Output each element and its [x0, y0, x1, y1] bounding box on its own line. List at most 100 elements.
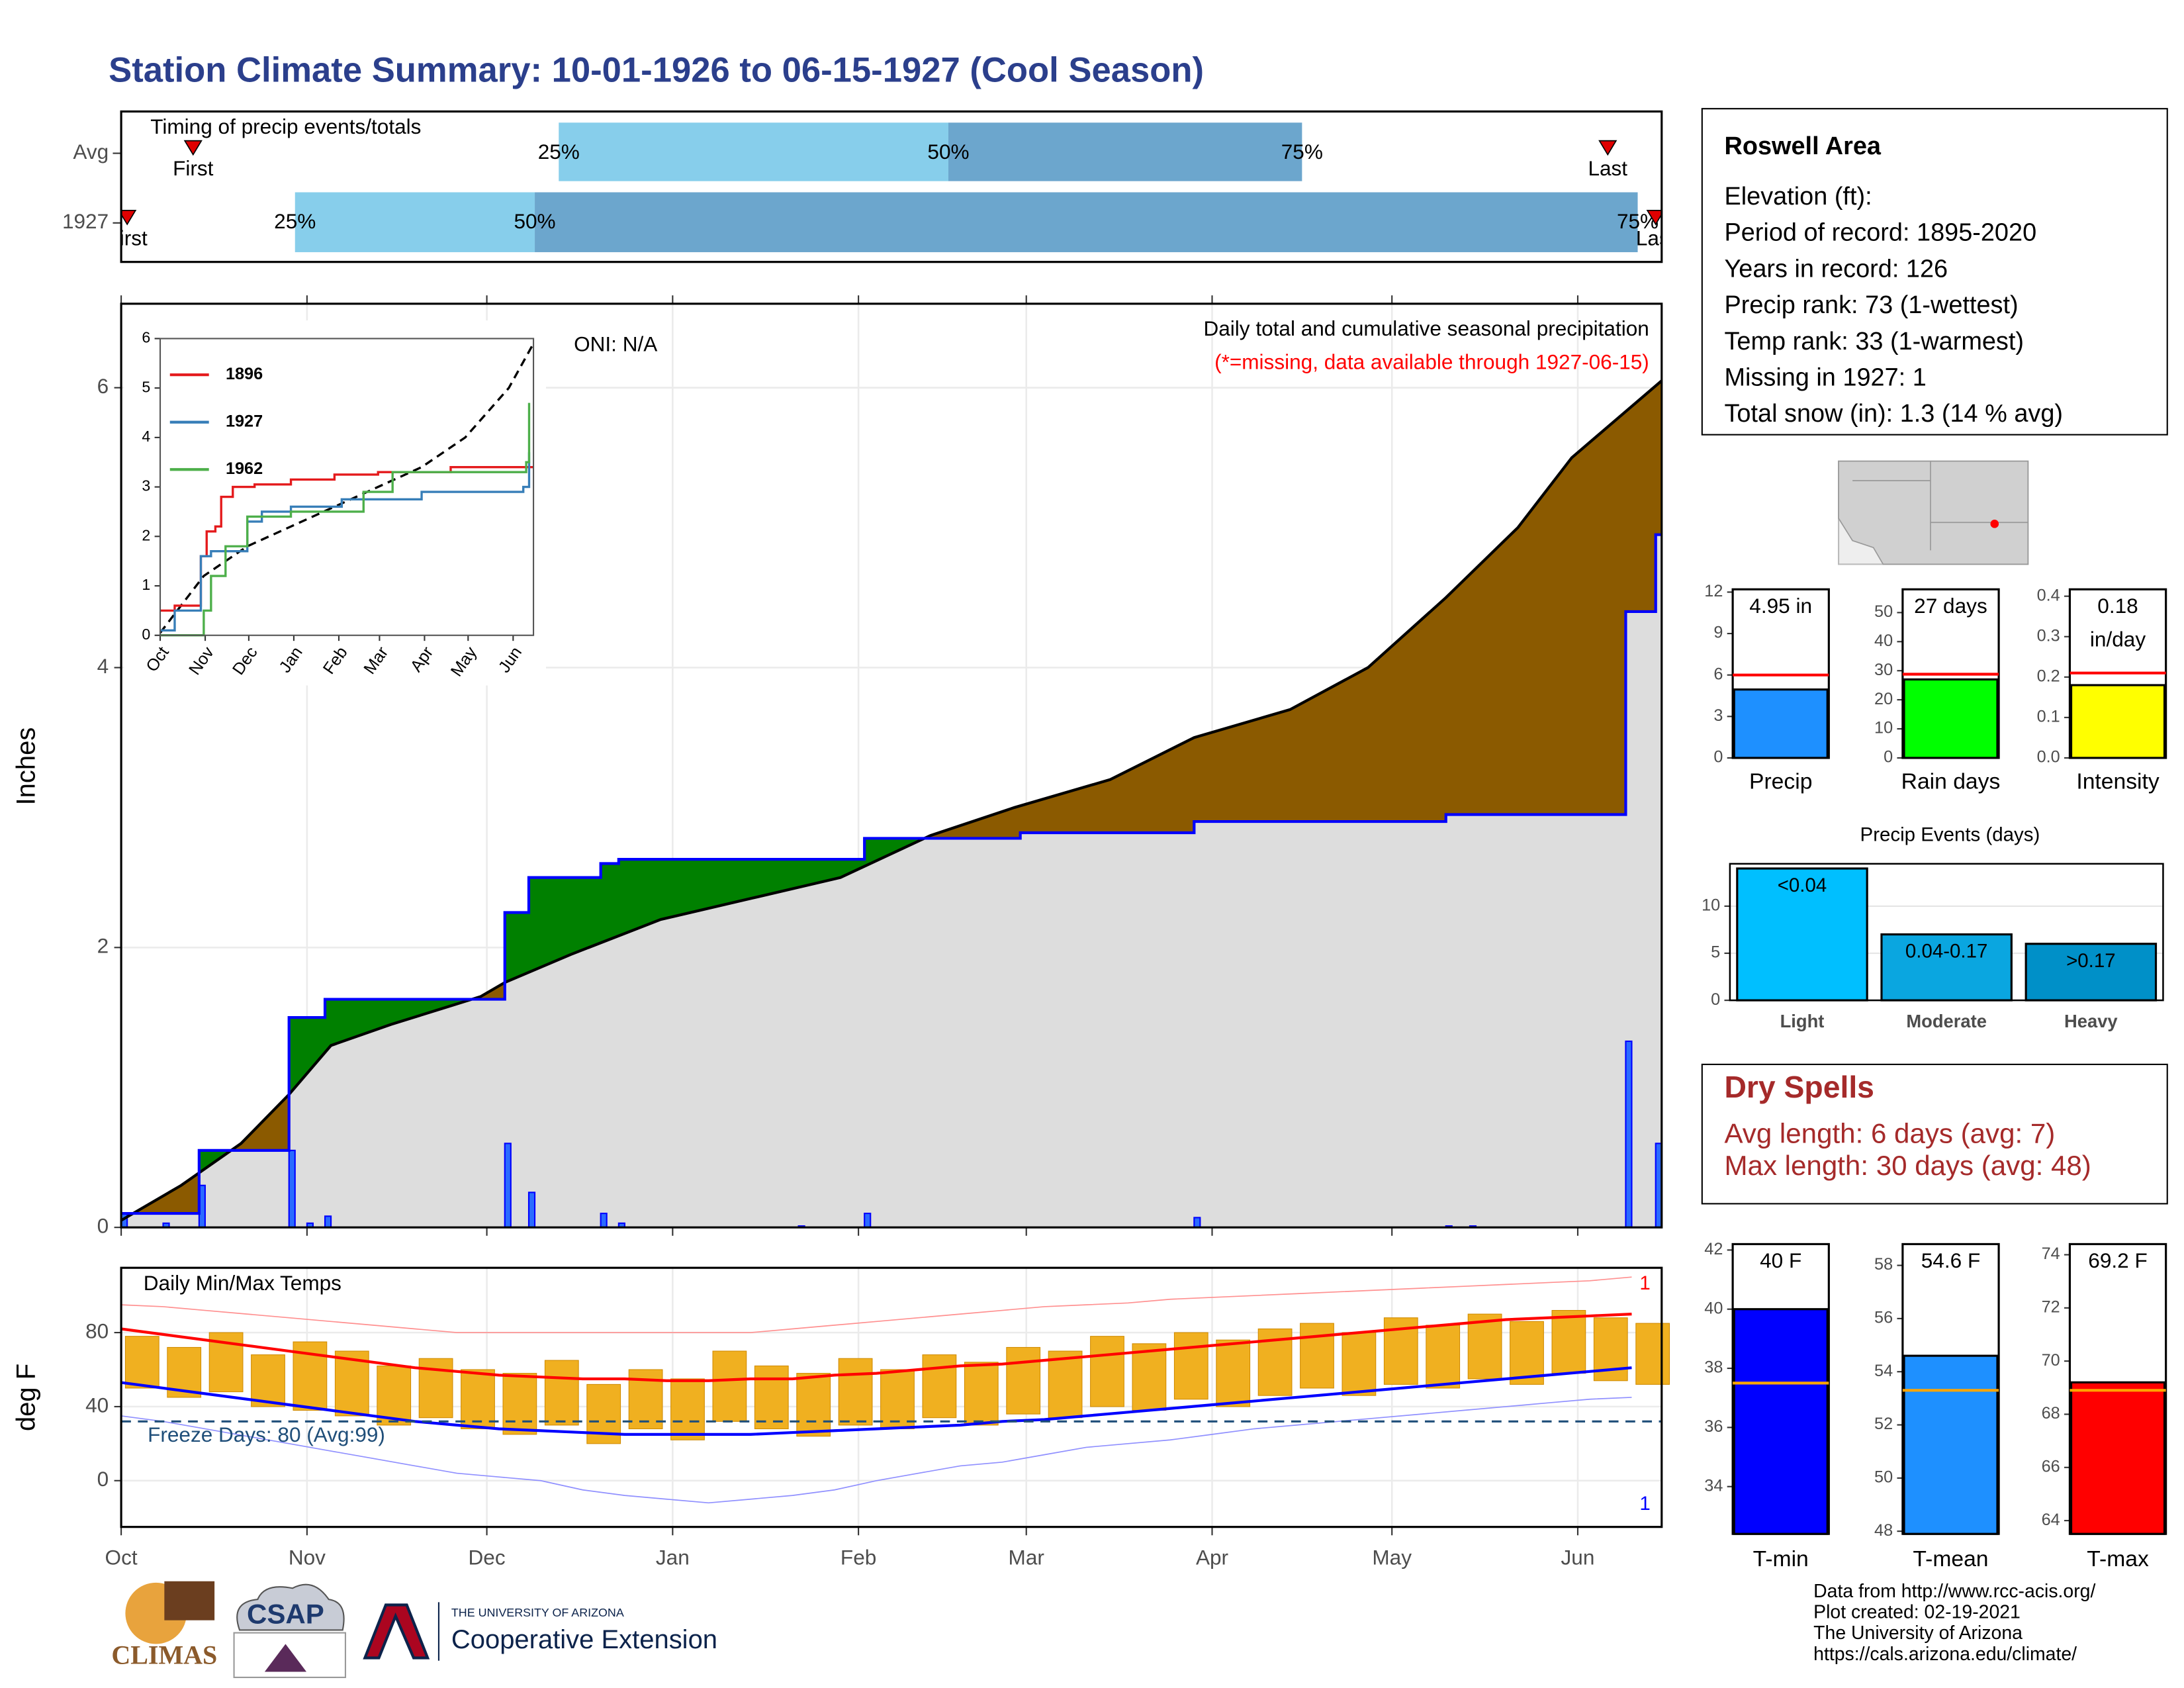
chart-title: Daily Min/Max Temps — [144, 1271, 341, 1295]
marker-label: Last — [1588, 156, 1627, 180]
y-tick-label: 0.0 — [2037, 748, 2060, 767]
info-line: Elevation (ft): — [1724, 183, 1872, 211]
y-tick-label: 3 — [1713, 706, 1723, 725]
timing-bar — [295, 192, 535, 252]
y-tick-label: 4 — [142, 428, 150, 445]
y-tick-label: 48 — [1874, 1521, 1893, 1540]
value-label: 40 F — [1760, 1249, 1802, 1274]
event-marker — [1598, 140, 1617, 156]
temp-range-bar — [1510, 1321, 1544, 1385]
x-tick-label: Jan — [656, 1545, 690, 1569]
station-dot — [1990, 520, 1999, 528]
inset-plot — [160, 338, 534, 635]
marker-label: First — [107, 226, 148, 250]
legend-label: 1962 — [226, 459, 263, 478]
x-tick-label: Dec — [469, 1545, 506, 1569]
y-tick-label: 38 — [1704, 1358, 1723, 1377]
info-box — [1701, 108, 2168, 436]
summary-bar — [2070, 684, 2166, 759]
x-tick-label: Apr — [1196, 1545, 1228, 1569]
temp-line — [120, 1366, 1632, 1436]
temp-range-bar — [544, 1360, 579, 1426]
temp-range-bar — [1048, 1350, 1083, 1419]
chart-title: Precip Events (days) — [1860, 824, 2040, 846]
bar — [1736, 867, 1868, 1002]
dry-spells-box — [1701, 1063, 2168, 1205]
daily-precip-bar — [527, 1192, 536, 1229]
y-tick-label: 40 — [1704, 1299, 1723, 1317]
value-label: 69.2 F — [2088, 1249, 2148, 1274]
info-line: Precip rank: 73 (1-wettest) — [1724, 291, 2018, 319]
y-tick-label: 34 — [1704, 1476, 1723, 1495]
logo-shape — [363, 1603, 430, 1660]
y-tick-label: 2 — [97, 934, 109, 958]
dry-spells-line: Max length: 30 days (avg: 48) — [1724, 1150, 2091, 1181]
legend-label: 1896 — [226, 365, 263, 383]
summary-bar — [1733, 1308, 1829, 1535]
average-cumulative-line — [120, 379, 1663, 1222]
timing-bar — [559, 122, 948, 181]
y-tick-label: 20 — [1874, 690, 1893, 708]
summary-bar — [1903, 678, 1999, 759]
freeze-label: Freeze Days: 80 (Avg:99) — [148, 1423, 385, 1446]
value-label-box: 40 F — [1760, 1249, 1802, 1274]
value-label-box: 27 days — [1914, 595, 1987, 619]
quantile-label: 25% — [274, 209, 316, 233]
y-tick-label: 0 — [1884, 748, 1893, 767]
x-tick-label: Feb — [841, 1545, 876, 1569]
series-line — [160, 452, 531, 632]
temp-range-bar — [796, 1373, 831, 1437]
temp-range-bar — [1342, 1332, 1377, 1396]
y-tick-label: 0.1 — [2037, 708, 2060, 726]
y-axis-label: deg F — [12, 1364, 41, 1431]
timing-bar — [535, 192, 1638, 252]
legend-label: 1927 — [226, 412, 263, 430]
info-line: Period of record: 1895-2020 — [1724, 219, 2036, 247]
logo-shape — [264, 1644, 307, 1672]
daily-precip-bar — [504, 1143, 512, 1229]
value-label-box: 0.18 in/day — [2090, 595, 2146, 652]
y-tick-label: 5 — [142, 378, 150, 395]
info-line: Total snow (in): 1.3 (14 % avg) — [1724, 400, 2063, 428]
summary-label: T-mean — [1913, 1547, 1988, 1571]
y-tick-label: 0.4 — [2037, 586, 2060, 604]
annotation: ONI: N/A — [574, 332, 657, 355]
daily-precip-bar — [1625, 1040, 1633, 1229]
info-line: Years in record: 126 — [1724, 255, 1948, 283]
y-tick-label: 68 — [2042, 1404, 2060, 1423]
temp-range-bar — [1635, 1323, 1670, 1385]
summary-label: Precip — [1749, 770, 1812, 794]
value-label-box: 4.95 in — [1749, 595, 1812, 619]
bin-label: <0.04 — [1778, 874, 1827, 896]
y-tick-label: 0 — [1711, 990, 1720, 1009]
y-tick-label: 74 — [2042, 1244, 2060, 1263]
logo-shape — [236, 1583, 345, 1631]
credit-line: Plot created: 02-19-2021 — [1813, 1602, 2021, 1623]
base-area — [121, 534, 1662, 1228]
temp-range-bar — [754, 1365, 789, 1430]
bin-label: 0.04-0.17 — [1905, 941, 1987, 962]
y-tick-label: 40 — [85, 1393, 109, 1417]
y-tick-label: 0 — [97, 1214, 109, 1238]
temp-range-bar — [1006, 1346, 1041, 1415]
summary-bar — [1903, 1354, 1999, 1535]
temp-range-bar — [1216, 1339, 1251, 1407]
plot-frame — [120, 1266, 1663, 1528]
temp-line — [121, 1276, 1632, 1333]
temp-range-bar — [922, 1354, 957, 1419]
temp-range-bar — [251, 1354, 285, 1407]
record-count: 1 — [1639, 1493, 1650, 1515]
y-axis-label: Inches — [12, 727, 41, 806]
summary-label: Rain days — [1901, 770, 2001, 794]
page-title: Station Climate Summary: 10-01-1926 to 0… — [109, 50, 1204, 89]
daily-precip-bar — [288, 1149, 296, 1229]
series-line — [160, 402, 531, 637]
temp-range-bar — [1132, 1343, 1167, 1411]
temp-range-bar — [124, 1336, 159, 1389]
summary-label: Intensity — [2076, 770, 2160, 794]
daily-precip-bar — [1193, 1217, 1201, 1229]
